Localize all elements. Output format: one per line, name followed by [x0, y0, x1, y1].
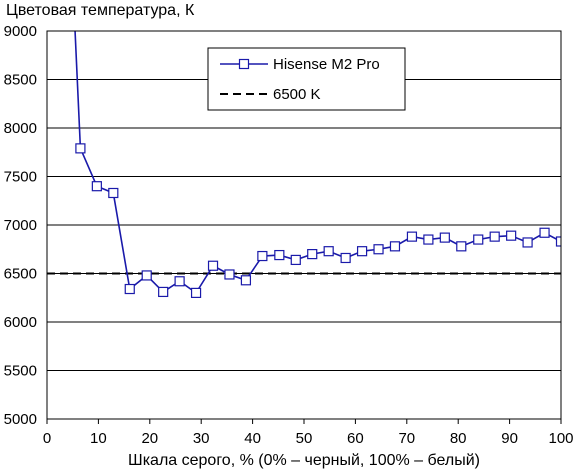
grid-lines — [47, 79, 561, 371]
data-point — [522, 237, 533, 248]
data-point — [473, 234, 484, 245]
x-tick-label: 30 — [193, 430, 210, 447]
data-point — [323, 246, 334, 257]
data-point — [224, 269, 235, 280]
legend-box — [207, 47, 406, 111]
data-point — [240, 275, 252, 286]
data-point — [91, 181, 102, 192]
x-tick-label: 80 — [450, 430, 467, 447]
data-point — [274, 249, 285, 261]
data-point — [124, 283, 135, 295]
data-point — [356, 246, 368, 257]
x-tick-label: 40 — [244, 430, 261, 447]
data-point — [207, 260, 219, 271]
data-point — [406, 231, 418, 242]
data-point — [190, 287, 202, 298]
series-hisense-m2-pro — [74, 31, 561, 298]
data-point — [75, 143, 86, 154]
y-axis-ticks: 5000 5500 6000 6500 7000 7500 8000 8500 9000 — [4, 23, 37, 428]
x-tick-label: 70 — [398, 430, 415, 447]
x-tick-label: 100 — [548, 430, 573, 447]
data-point — [555, 236, 561, 247]
legend-marker-hisense — [238, 58, 250, 70]
data-point — [141, 270, 152, 281]
data-point — [290, 254, 301, 266]
x-axis-title: Шкала серого, % (0% – черный, 100% – бел… — [128, 452, 480, 469]
data-point — [340, 252, 351, 264]
y-tick-label: 6500 — [4, 266, 37, 283]
x-tick-label: 10 — [90, 430, 107, 447]
y-tick-label: 7000 — [4, 217, 37, 234]
x-tick-label: 50 — [296, 430, 313, 447]
x-tick-label: 20 — [141, 430, 158, 447]
y-tick-label: 5000 — [4, 411, 37, 428]
data-point — [373, 244, 384, 255]
y-tick-label: 5500 — [4, 363, 37, 380]
series-line — [74, 31, 561, 295]
legend: Hisense M2 Pro 6500 K — [207, 47, 406, 111]
data-point — [108, 187, 119, 199]
data-point — [489, 231, 500, 242]
x-axis-ticks: 0 10 20 30 40 50 60 70 80 90 100 — [43, 419, 574, 447]
legend-label-hisense: Hisense M2 Pro — [273, 56, 380, 73]
data-point — [307, 249, 318, 260]
y-axis-title: Цветовая температура, К — [6, 2, 195, 19]
y-tick-label: 8000 — [4, 120, 37, 137]
legend-label-6500k: 6500 K — [273, 86, 321, 103]
data-point — [158, 286, 169, 298]
y-tick-label: 6000 — [4, 314, 37, 331]
data-point — [174, 276, 185, 287]
y-tick-label: 9000 — [4, 23, 37, 40]
data-point — [423, 234, 434, 245]
y-tick-label: 8500 — [4, 72, 37, 89]
x-tick-label: 0 — [43, 430, 51, 447]
data-point — [539, 227, 550, 238]
x-tick-label: 60 — [347, 430, 364, 447]
data-point — [257, 250, 268, 262]
data-point — [506, 230, 517, 241]
x-tick-label: 90 — [501, 430, 518, 447]
data-point — [439, 232, 450, 243]
data-point — [389, 241, 401, 252]
y-tick-label: 7500 — [4, 169, 37, 186]
data-point — [456, 241, 467, 252]
